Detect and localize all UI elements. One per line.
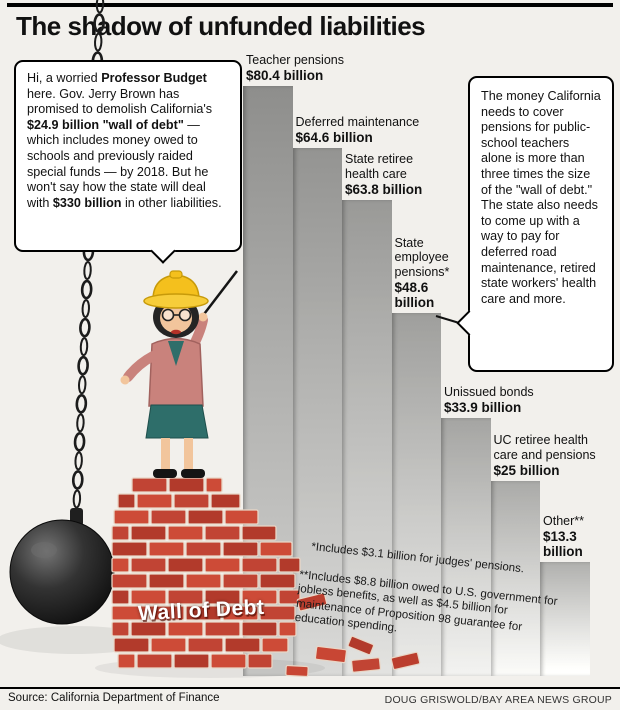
- bar-category-1: Teacher pensions: [246, 52, 344, 67]
- bar-value-1: $80.4 billion: [246, 67, 324, 83]
- bar-category-4: State employee pensions*: [394, 236, 450, 279]
- bar-value-2: $64.6 billion: [295, 129, 373, 145]
- bar-category-3: State retiree health care: [345, 152, 414, 181]
- credit-text: DOUG GRISWOLD/BAY AREA NEWS GROUP: [384, 694, 612, 706]
- text-segment: — which includes money owed to schools a…: [27, 117, 209, 210]
- bar-value-4: $48.6 billion: [394, 279, 435, 310]
- bar-7: [540, 562, 590, 676]
- source-text: Source: California Department of Finance: [8, 692, 220, 704]
- text-segment-bold: Professor Budget: [101, 71, 207, 85]
- bar-label-4: State employee pensions* $48.6 billion: [395, 236, 459, 310]
- bar-label-1: Teacher pensions $80.4 billion: [246, 53, 358, 83]
- bar-label-5: Unissued bonds $33.9 billion: [444, 385, 558, 415]
- bar-3: [342, 200, 392, 676]
- text-segment: here. Gov. Jerry Brown has promised to d…: [27, 86, 213, 117]
- bar-label-2: Deferred maintenance $64.6 billion: [296, 115, 446, 145]
- bar-label-6: UC retiree health care and pensions $25 b…: [494, 433, 614, 478]
- bar-category-7: Other**: [543, 513, 584, 528]
- bar-5: [441, 418, 491, 676]
- bar-6: [490, 481, 540, 676]
- bar-category-5: Unissued bonds: [444, 384, 534, 399]
- bar-category-6: UC retiree health care and pensions: [493, 433, 596, 462]
- bar-value-6: $25 billion: [493, 462, 560, 478]
- text-segment: in other liabilities.: [121, 195, 222, 210]
- bar-label-3: State retiree health care $63.8 billion: [345, 152, 440, 197]
- text-segment-bold: $330 billion: [52, 195, 122, 210]
- speech-bubble-left-text: Hi, a worried Professor Budget here. Gov…: [27, 71, 229, 211]
- bar-1: [243, 86, 293, 676]
- header-rule: [7, 3, 613, 7]
- bar-category-2: Deferred maintenance: [295, 114, 420, 129]
- text-segment-bold: $24.9 billion "wall of debt": [27, 117, 184, 132]
- text-segment: Hi, a worried: [27, 71, 102, 85]
- bar-value-5: $33.9 billion: [444, 399, 522, 415]
- speech-bubble-right-text: The money California needs to cover pens…: [481, 89, 601, 306]
- bar-label-7: Other** $13.3 billion: [543, 514, 605, 559]
- bar-2: [292, 148, 342, 676]
- bar-value-7: $13.3 billion: [543, 528, 583, 559]
- bar-4: [391, 313, 441, 676]
- footer-rule: [0, 687, 620, 689]
- speech-bubble-left: Hi, a worried Professor Budget here. Gov…: [14, 60, 242, 264]
- bar-value-3: $63.8 billion: [345, 181, 423, 197]
- page-title: The shadow of unfunded liabilities: [16, 11, 426, 41]
- speech-bubble-right: The money California needs to cover pens…: [456, 76, 614, 372]
